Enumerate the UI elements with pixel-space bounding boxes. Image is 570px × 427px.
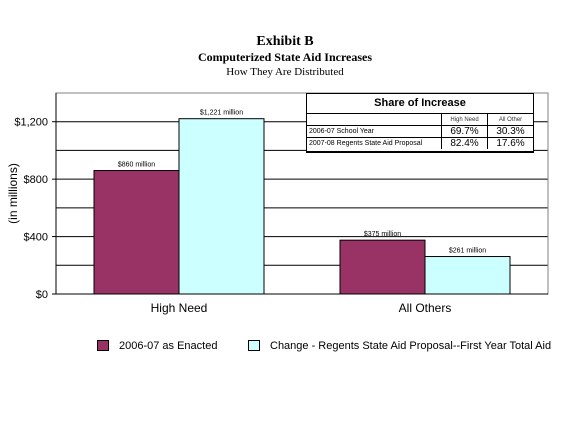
share-col-high-need: High Need bbox=[441, 113, 488, 126]
share-table-grid: High Need All Other 2006-07 School Year … bbox=[307, 113, 533, 149]
share-all-other-value: 17.6% bbox=[487, 137, 533, 149]
bar-data-label: $1,221 million bbox=[200, 110, 243, 117]
legend-label: Change - Regents State Aid Proposal--Fir… bbox=[270, 340, 552, 352]
bar-data-label: $261 million bbox=[449, 248, 486, 255]
y-axis-title: (in millions) bbox=[6, 163, 20, 224]
x-category-label: High Need bbox=[151, 301, 208, 315]
share-table-header-row: High Need All Other bbox=[307, 113, 533, 126]
legend-swatch bbox=[97, 340, 109, 351]
bar-data-label: $375 million bbox=[364, 231, 401, 238]
chart-titles: Exhibit B Computerized State Aid Increas… bbox=[0, 34, 570, 79]
share-row-label: 2006-07 School Year bbox=[307, 125, 442, 138]
chart-subtitle: Computerized State Aid Increases bbox=[197, 50, 373, 64]
x-category-label: All Others bbox=[399, 301, 452, 315]
legend-label: 2006-07 as Enacted bbox=[119, 340, 218, 352]
bar-data-label: $860 million bbox=[118, 162, 155, 169]
y-tick-label: $400 bbox=[24, 232, 48, 244]
bar bbox=[93, 170, 180, 295]
share-row-label: 2007-08 Regents State Aid Proposal bbox=[307, 137, 442, 149]
share-of-increase-table: Share of Increase High Need All Other 20… bbox=[306, 93, 534, 153]
y-tick-label: $1,200 bbox=[14, 117, 48, 129]
bar bbox=[178, 118, 265, 295]
y-tick-label: $0 bbox=[36, 289, 48, 301]
share-all-other-value: 30.3% bbox=[487, 125, 533, 138]
share-table-corner bbox=[307, 113, 442, 126]
share-table-row: 2007-08 Regents State Aid Proposal 82.4%… bbox=[307, 137, 533, 149]
chart-caption: How They Are Distributed bbox=[226, 66, 344, 78]
chart-title: Exhibit B bbox=[256, 34, 314, 49]
share-table-title: Share of Increase bbox=[374, 97, 466, 109]
bar bbox=[339, 239, 426, 295]
share-high-need-value: 69.7% bbox=[441, 125, 488, 138]
share-table-row: 2006-07 School Year 69.7% 30.3% bbox=[307, 125, 533, 138]
legend-swatch bbox=[248, 340, 260, 351]
share-high-need-value: 82.4% bbox=[441, 137, 488, 149]
y-tick-label: $800 bbox=[24, 174, 48, 186]
share-col-all-other: All Other bbox=[487, 113, 533, 126]
bar bbox=[424, 256, 511, 295]
